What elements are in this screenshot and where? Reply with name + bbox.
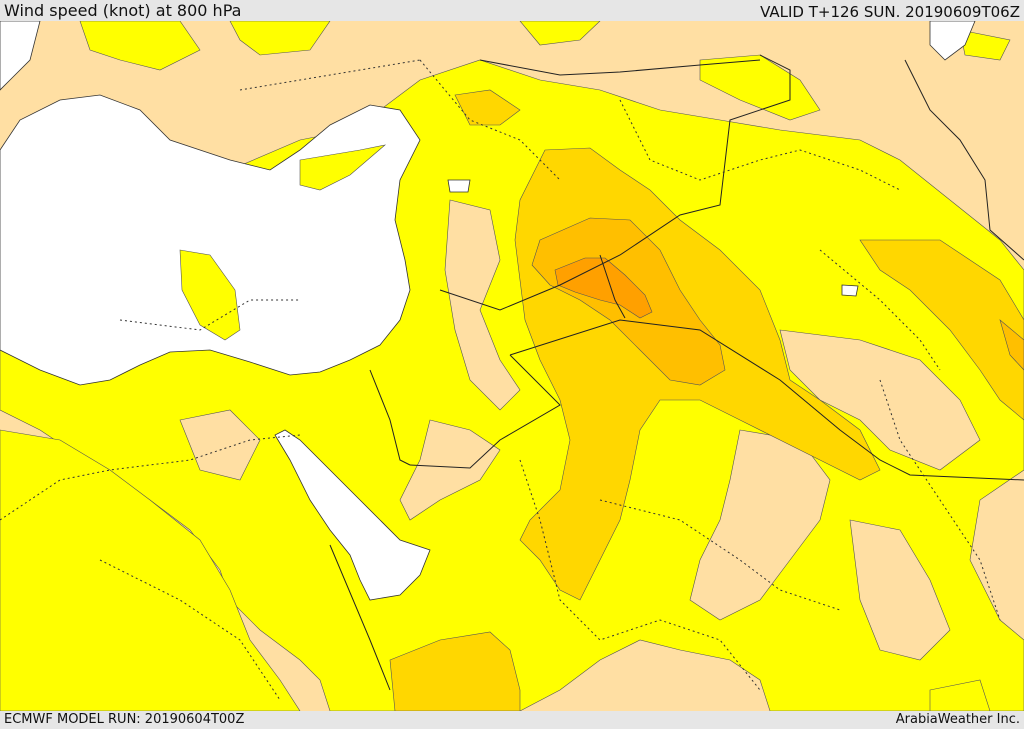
wind-speed-map [0, 21, 1024, 711]
country-borders [329, 54, 1024, 691]
credit: ArabiaWeather Inc. [895, 712, 1020, 727]
region-borders [0, 59, 1001, 701]
red-sea [274, 429, 431, 601]
island-patches [179, 144, 387, 341]
caspian-edge [929, 21, 976, 61]
map-title: Wind speed (knot) at 800 hPa [4, 1, 242, 20]
orange-wind-core [554, 257, 653, 319]
valid-time: VALID T+126 SUN. 20190609T06Z [760, 3, 1020, 21]
header-bar: Wind speed (knot) at 800 hPa VALID T+126… [0, 0, 1024, 21]
low-wind-pockets [179, 199, 981, 661]
model-run: ECMWF MODEL RUN: 20190604T00Z [4, 712, 245, 727]
footer-bar: ECMWF MODEL RUN: 20190604T00Z ArabiaWeat… [0, 711, 1024, 729]
